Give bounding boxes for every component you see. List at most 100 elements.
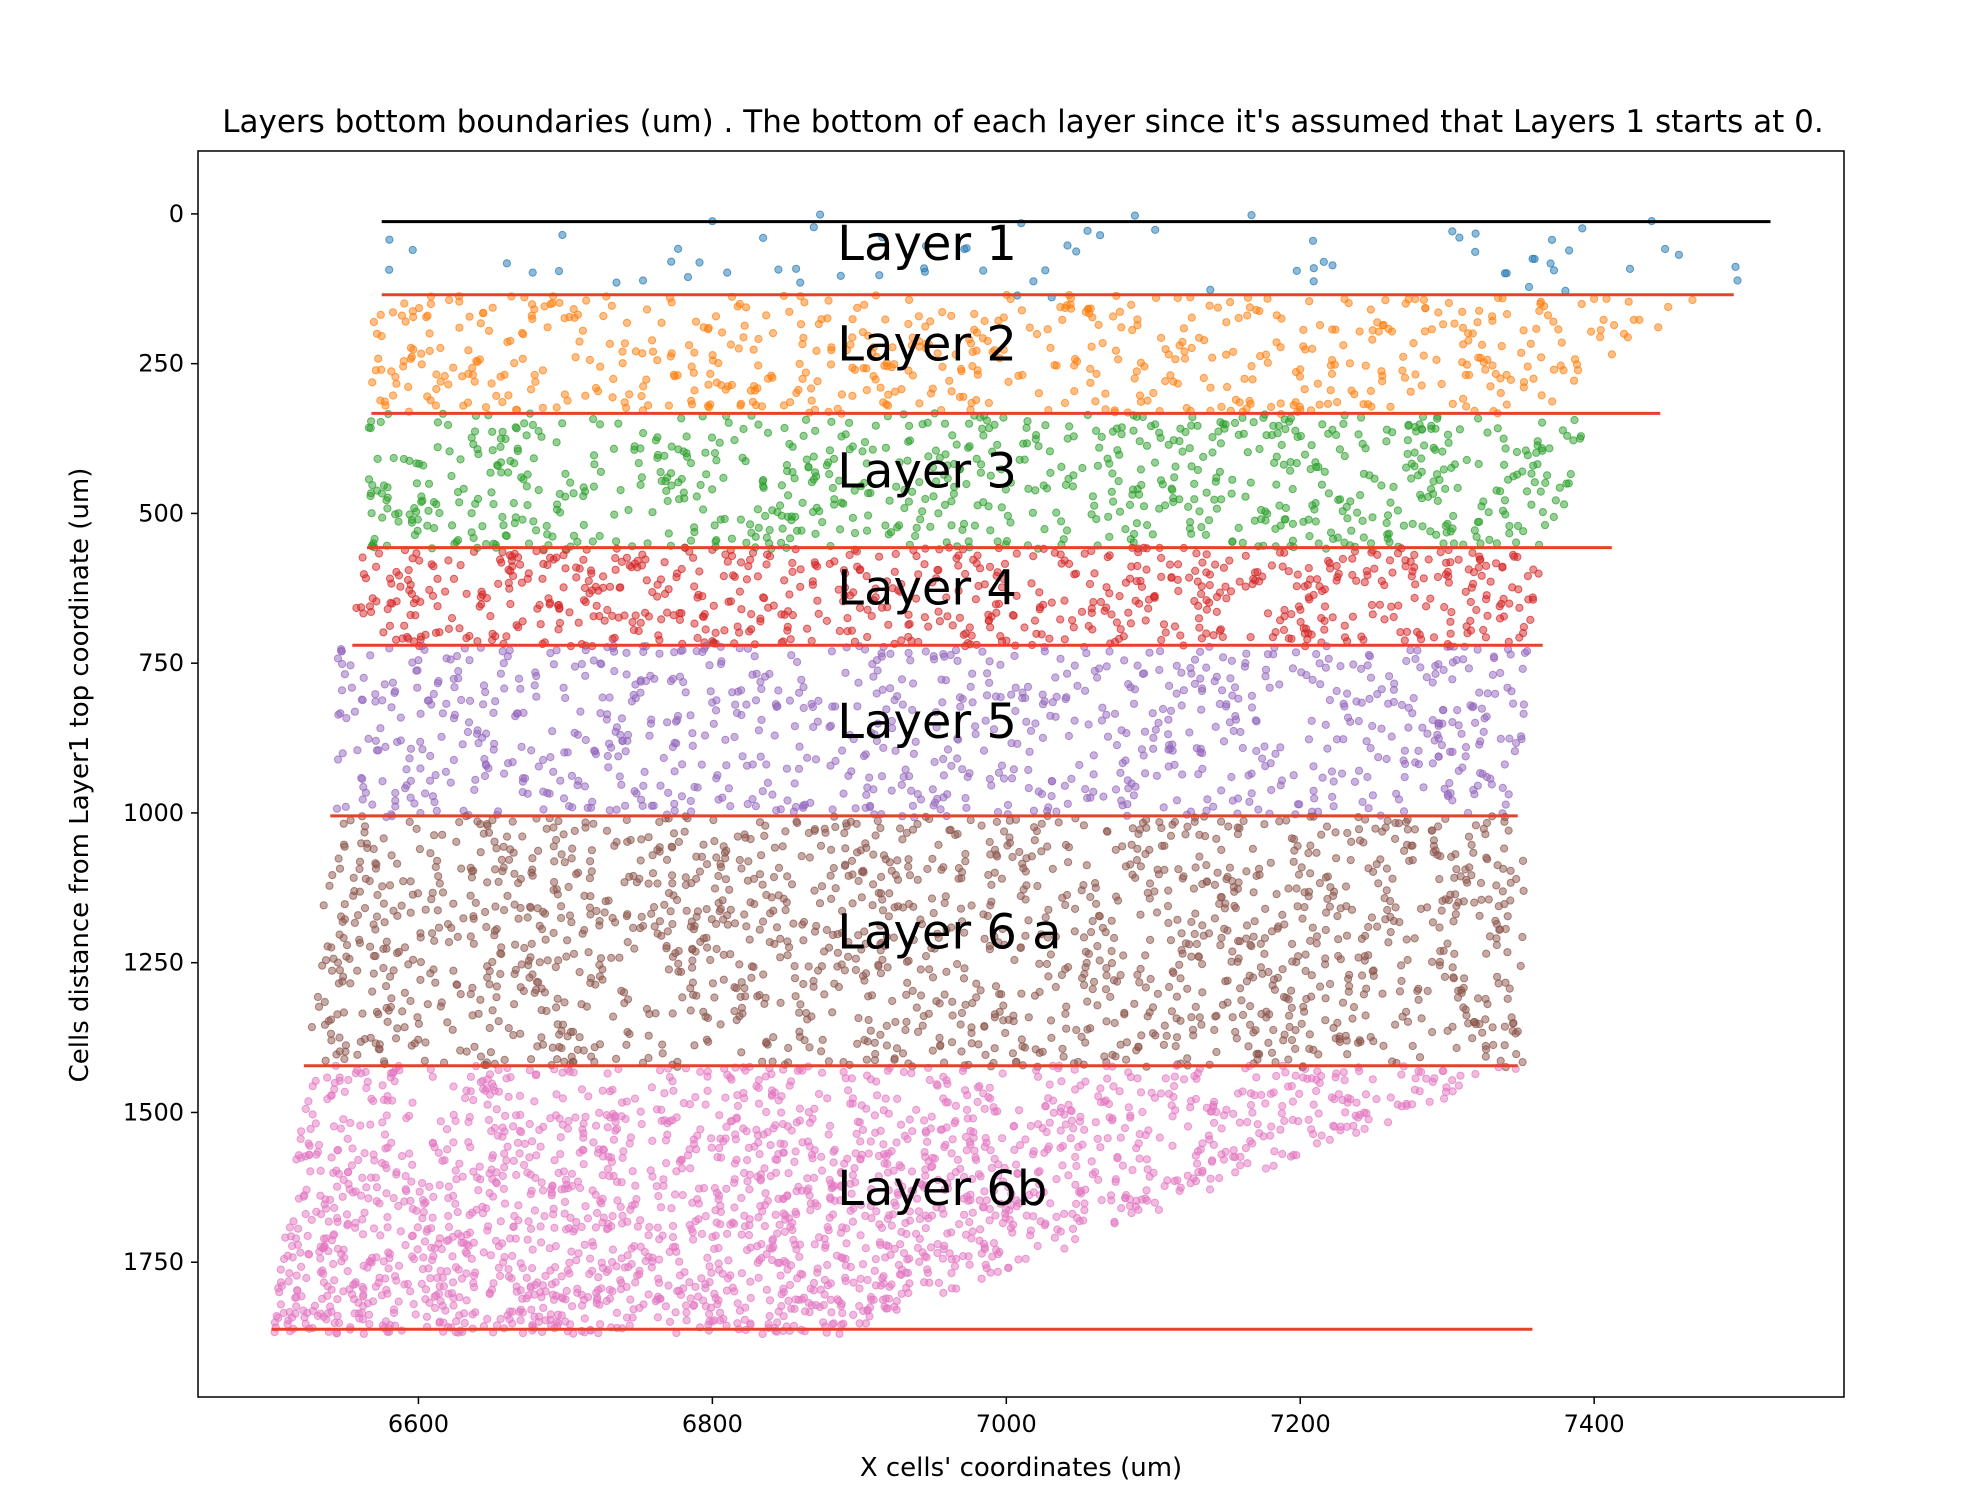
data-point [408, 307, 417, 316]
data-point [1340, 633, 1350, 642]
data-point [1202, 550, 1211, 559]
data-point [1465, 863, 1474, 872]
data-point [376, 1231, 385, 1240]
data-point [664, 585, 673, 594]
data-point [948, 1011, 957, 1020]
data-point [1432, 355, 1441, 364]
data-point [644, 879, 653, 888]
data-point [992, 571, 1001, 581]
data-point [754, 334, 763, 344]
data-point [904, 497, 914, 506]
data-point [1230, 418, 1240, 428]
data-point [751, 696, 761, 705]
data-point [1129, 791, 1139, 800]
data-point [790, 974, 800, 983]
data-point [1407, 841, 1416, 850]
data-point [750, 899, 759, 909]
data-point [1453, 706, 1462, 715]
data-point [1402, 627, 1412, 637]
data-point [491, 865, 500, 874]
data-point [587, 846, 597, 855]
data-point [873, 719, 883, 728]
data-point [1418, 522, 1427, 531]
data-point [576, 707, 585, 716]
data-point [462, 589, 471, 598]
data-point [534, 426, 543, 436]
data-point [343, 1134, 352, 1144]
data-point [433, 418, 442, 427]
data-point [412, 459, 421, 468]
data-point [663, 608, 672, 617]
data-point [1132, 856, 1142, 865]
data-point [768, 373, 777, 382]
data-point [912, 594, 921, 603]
data-point [781, 827, 790, 836]
data-point [520, 419, 529, 428]
data-point [778, 842, 787, 851]
data-point [1127, 300, 1136, 309]
data-point [805, 853, 814, 862]
data-point [947, 521, 956, 530]
data-point [1336, 662, 1345, 671]
data-point [1032, 330, 1042, 339]
data-point [517, 742, 526, 752]
data-point [1312, 650, 1321, 659]
data-point [1149, 388, 1158, 398]
data-point [428, 1072, 437, 1081]
data-point [1334, 935, 1343, 944]
data-point [735, 960, 744, 969]
data-point [813, 596, 822, 605]
data-point [736, 558, 746, 567]
data-point [957, 874, 966, 883]
data-point [443, 1018, 452, 1027]
data-point [567, 771, 577, 781]
data-point [531, 377, 540, 386]
data-point [1024, 916, 1033, 925]
data-point [1272, 890, 1281, 899]
data-point [1398, 1012, 1407, 1021]
data-point [1361, 361, 1370, 370]
data-point [1150, 887, 1159, 896]
data-point [1029, 806, 1039, 815]
data-point [914, 570, 923, 579]
data-point [1516, 961, 1525, 971]
data-point [366, 651, 375, 660]
data-point [1254, 805, 1263, 814]
data-point [337, 686, 347, 695]
data-point [746, 386, 756, 395]
data-point [690, 348, 699, 357]
data-point [1116, 768, 1125, 778]
data-point [1481, 633, 1491, 642]
data-point [1360, 578, 1369, 587]
data-point [1248, 375, 1257, 384]
data-point [510, 519, 519, 528]
data-point [1102, 710, 1111, 719]
data-point [1070, 387, 1079, 396]
data-point [653, 433, 662, 442]
data-point [927, 944, 936, 953]
data-point [1046, 343, 1055, 352]
data-point [392, 379, 401, 388]
data-point [1007, 774, 1017, 783]
data-point [1381, 823, 1390, 832]
data-point [1315, 400, 1324, 409]
data-point [1361, 444, 1370, 453]
data-point [642, 375, 651, 384]
data-point [615, 953, 624, 962]
data-point [459, 401, 468, 410]
data-point [629, 923, 638, 933]
data-point [878, 906, 888, 915]
data-point [530, 370, 539, 380]
data-point [1081, 785, 1090, 794]
data-point [741, 992, 750, 1001]
data-point [1333, 573, 1342, 582]
data-point [592, 1121, 601, 1130]
data-point [1496, 388, 1505, 398]
data-point [971, 730, 980, 739]
data-point [638, 349, 647, 358]
data-point [611, 565, 620, 574]
data-point [378, 882, 387, 891]
data-point [1095, 443, 1104, 452]
data-point [943, 612, 952, 621]
data-point [1414, 760, 1424, 769]
